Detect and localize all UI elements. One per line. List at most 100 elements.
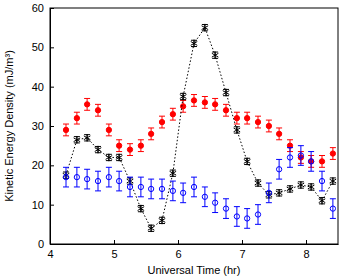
marker	[138, 205, 145, 213]
plot-area: 456780102030405060	[32, 2, 339, 260]
x-axis-title: Universal Time (hr)	[148, 264, 241, 276]
y-tick: 40	[32, 81, 54, 93]
x-tick-label: 4	[47, 248, 53, 260]
error-bar	[212, 52, 218, 58]
marker	[212, 102, 217, 107]
marks	[63, 24, 336, 232]
error-bar	[287, 148, 293, 168]
x-axis-line	[51, 244, 339, 245]
error-bar	[308, 152, 314, 172]
marker	[244, 115, 249, 120]
marker	[170, 112, 175, 117]
marker	[223, 89, 230, 97]
error-bar	[212, 98, 218, 110]
error-bar	[95, 146, 101, 152]
marker	[244, 158, 251, 166]
marker	[234, 115, 239, 120]
marker	[106, 154, 113, 162]
marker	[148, 224, 155, 232]
x-tick-label: 6	[175, 248, 181, 260]
error-bar	[84, 135, 90, 141]
marker	[319, 178, 324, 183]
marker	[244, 216, 249, 221]
marker	[223, 108, 228, 113]
x-tick: 6	[175, 240, 181, 260]
marker	[84, 134, 91, 142]
y-tick: 50	[32, 41, 54, 53]
x-tick-label: 7	[239, 248, 245, 260]
error-bar	[191, 40, 197, 46]
error-bar	[84, 98, 90, 110]
error-bar	[191, 95, 197, 107]
error-bar	[223, 89, 229, 95]
x-tick-mark	[114, 240, 115, 244]
marker	[180, 190, 185, 195]
chart: 456780102030405060Universal Time (hr)Kin…	[0, 0, 346, 277]
x-tick-mark	[306, 240, 307, 244]
error-bar	[148, 179, 154, 199]
error-bar	[170, 170, 176, 176]
error-bar	[138, 140, 144, 152]
y-tick: 20	[32, 159, 54, 171]
marker	[234, 126, 241, 134]
error-bar	[84, 169, 90, 189]
marker	[84, 102, 89, 107]
marker	[308, 159, 313, 164]
marker	[330, 206, 335, 211]
marker	[234, 214, 239, 219]
y-tick: 10	[32, 199, 54, 211]
error-bar	[191, 177, 197, 197]
error-bar	[138, 205, 144, 211]
error-bar	[244, 158, 250, 164]
series	[63, 24, 336, 232]
error-bar	[266, 120, 272, 132]
error-bar	[223, 199, 229, 219]
marker	[63, 174, 68, 179]
marker	[330, 151, 335, 156]
y-tick: 30	[32, 120, 54, 132]
error-bar	[180, 183, 186, 203]
plot-frame	[50, 8, 338, 244]
marker	[148, 131, 153, 136]
marker	[276, 167, 281, 172]
error-bar	[148, 225, 154, 231]
marker	[159, 217, 166, 225]
marker	[287, 155, 292, 160]
y-tick: 60	[32, 2, 54, 14]
error-bar	[234, 207, 240, 227]
marker	[308, 183, 315, 191]
marker	[202, 24, 209, 32]
error-bar	[74, 167, 80, 187]
error-bar	[266, 183, 272, 203]
marker	[266, 123, 271, 128]
marker	[202, 100, 207, 105]
error-bar	[330, 148, 336, 160]
marker	[191, 98, 196, 103]
marker	[191, 184, 196, 189]
y-tick-mark	[50, 165, 54, 166]
marker	[106, 174, 111, 179]
series	[63, 146, 336, 229]
error-bar	[276, 128, 282, 140]
error-bar	[138, 177, 144, 197]
x-tick: 5	[111, 240, 117, 260]
x-tick: 7	[239, 240, 245, 260]
y-tick-label: 60	[32, 2, 44, 14]
marker	[330, 177, 337, 185]
x-tick: 8	[303, 240, 309, 260]
y-tick-label: 40	[32, 81, 44, 93]
y-tick-mark	[50, 244, 54, 245]
marker	[116, 178, 121, 183]
error-bar	[106, 154, 112, 160]
y-tick-mark	[50, 126, 54, 127]
y-axis-title: Kinetic Energy Density (mJ/m³)	[3, 50, 15, 202]
marker	[266, 190, 271, 195]
marker	[319, 197, 326, 205]
error-bar	[74, 112, 80, 124]
error-bar	[116, 171, 122, 191]
y-tick-mark	[50, 205, 54, 206]
marker	[223, 206, 228, 211]
error-bar	[255, 180, 261, 186]
x-axis: 4 5 6 7 8	[47, 240, 338, 260]
marker	[170, 188, 175, 193]
